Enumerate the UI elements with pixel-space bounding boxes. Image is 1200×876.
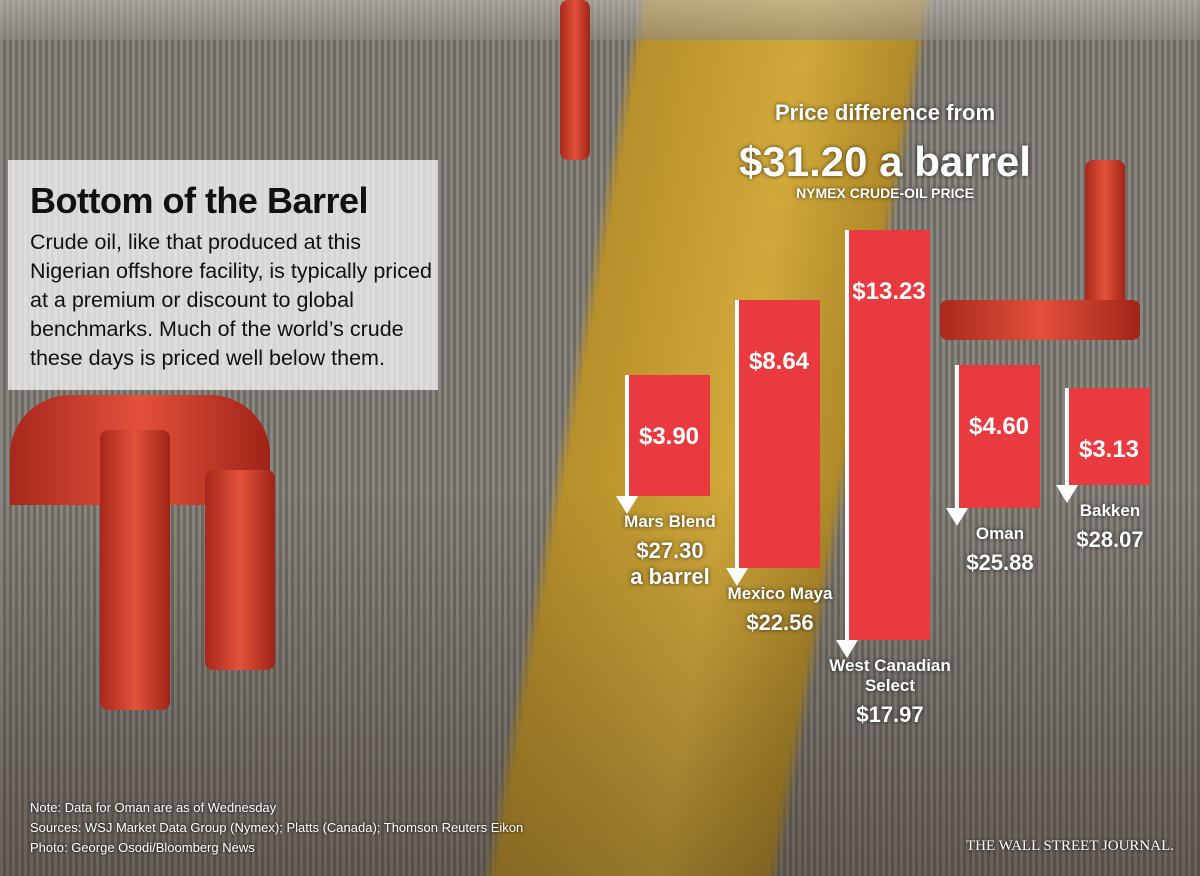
price-label: $25.88 [966,549,1034,575]
bar [1068,388,1150,486]
subtitle: Crude oil, like that produced at this Ni… [30,230,432,370]
arrow-head [726,567,748,586]
text-panel [8,160,438,390]
value-label: $3.90 [638,423,700,450]
note: Photo: George Osodi/Bloomberg News [30,840,255,855]
arrow-head [616,495,638,514]
value-label: $3.13 [1078,436,1140,463]
arrow [955,365,959,510]
value-label: $8.64 [748,348,810,375]
arrow [625,375,629,498]
category-label: Mars Blend [624,511,716,531]
category-label: Bakken [1079,501,1141,521]
category-label: Oman [975,523,1025,543]
bar [628,375,710,496]
value-label: $13.23 [852,278,926,305]
credit: THE WALL STREET JOURNAL. [965,838,1174,854]
price-label: $17.97 [856,702,924,728]
category-label: West Canadian Select [829,656,951,696]
arrow-head [946,507,968,526]
note: Sources: WSJ Market Data Group (Nymex); … [30,820,524,835]
note: Note: Data for Oman are as of Wednesday [30,800,277,815]
price-label: $28.07 [1076,527,1144,553]
benchmark-name: NYMEX CRUDE-OIL PRICE [796,185,974,201]
arrow [735,300,739,570]
pipe [205,470,275,670]
header: Price difference from [774,100,996,125]
price-label: $27.30 [636,537,704,563]
arrow [1065,388,1069,488]
arrow-head [1056,485,1078,504]
title: Bottom of the Barrel [30,180,369,221]
bar [848,230,930,641]
arrow-head [836,640,858,659]
price-unit: a barrel [630,563,710,589]
pipe [560,0,590,160]
pipe [940,300,1140,340]
value-label: $4.60 [968,413,1030,440]
bar [958,365,1040,508]
pipe [100,430,170,710]
ceiling [0,0,1200,40]
category-label: Mexico Maya [727,583,833,603]
bar [738,300,820,568]
arrow [845,230,849,643]
price-label: $22.56 [746,609,814,635]
benchmark: $31.20 a barrel [739,138,1031,185]
